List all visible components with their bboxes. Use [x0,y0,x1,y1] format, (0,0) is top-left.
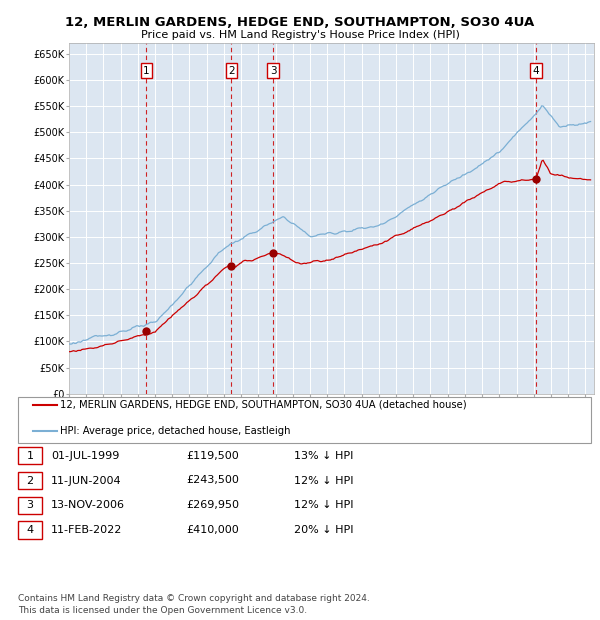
Text: 4: 4 [532,66,539,76]
Text: 12, MERLIN GARDENS, HEDGE END, SOUTHAMPTON, SO30 4UA (detached house): 12, MERLIN GARDENS, HEDGE END, SOUTHAMPT… [60,400,467,410]
Text: 20% ↓ HPI: 20% ↓ HPI [294,525,353,535]
Text: 4: 4 [26,525,34,535]
Text: 01-JUL-1999: 01-JUL-1999 [51,451,119,461]
Text: 11-FEB-2022: 11-FEB-2022 [51,525,122,535]
Text: 2: 2 [228,66,235,76]
Text: 1: 1 [26,451,34,461]
Text: 11-JUN-2004: 11-JUN-2004 [51,476,122,485]
Text: Contains HM Land Registry data © Crown copyright and database right 2024.
This d: Contains HM Land Registry data © Crown c… [18,594,370,615]
Text: £243,500: £243,500 [186,476,239,485]
Text: HPI: Average price, detached house, Eastleigh: HPI: Average price, detached house, East… [60,426,290,436]
Text: 2: 2 [26,476,34,485]
Text: 12% ↓ HPI: 12% ↓ HPI [294,476,353,485]
Text: Price paid vs. HM Land Registry's House Price Index (HPI): Price paid vs. HM Land Registry's House … [140,30,460,40]
Text: £269,950: £269,950 [186,500,239,510]
Text: 13% ↓ HPI: 13% ↓ HPI [294,451,353,461]
Text: £119,500: £119,500 [186,451,239,461]
Text: 3: 3 [270,66,277,76]
Text: 12% ↓ HPI: 12% ↓ HPI [294,500,353,510]
Text: £410,000: £410,000 [186,525,239,535]
Text: 1: 1 [143,66,150,76]
Text: 12, MERLIN GARDENS, HEDGE END, SOUTHAMPTON, SO30 4UA: 12, MERLIN GARDENS, HEDGE END, SOUTHAMPT… [65,16,535,29]
Text: 3: 3 [26,500,34,510]
Text: 13-NOV-2006: 13-NOV-2006 [51,500,125,510]
